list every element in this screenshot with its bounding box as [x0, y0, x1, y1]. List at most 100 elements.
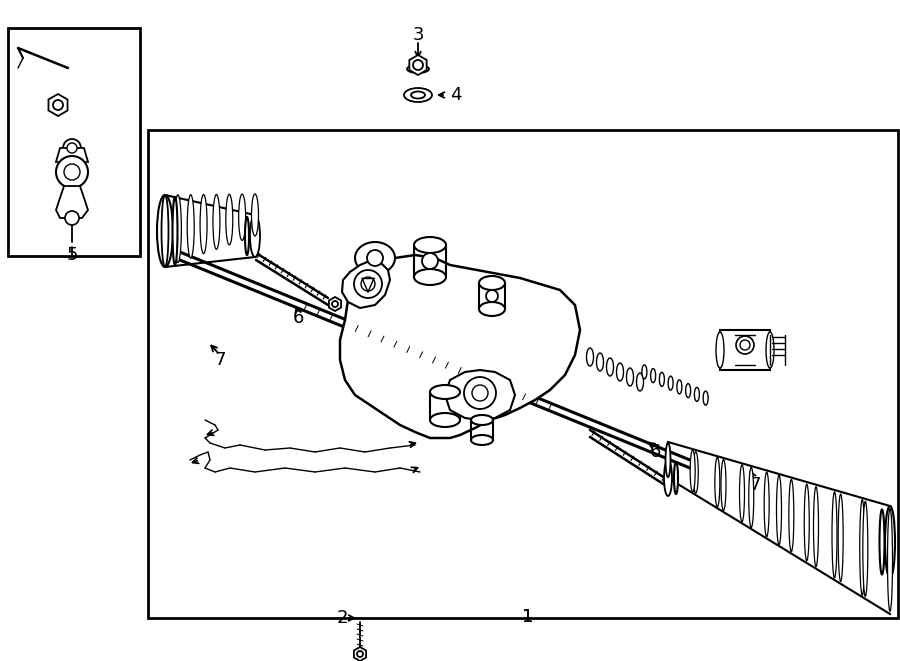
Circle shape [67, 143, 77, 153]
Ellipse shape [660, 372, 664, 387]
Text: 6: 6 [649, 443, 661, 461]
Ellipse shape [407, 65, 429, 73]
Ellipse shape [471, 435, 493, 445]
Circle shape [472, 385, 488, 401]
Ellipse shape [414, 237, 446, 253]
Ellipse shape [721, 459, 726, 510]
Ellipse shape [479, 276, 505, 290]
Ellipse shape [740, 465, 744, 522]
Text: 6: 6 [292, 309, 303, 327]
Ellipse shape [173, 197, 177, 265]
Ellipse shape [887, 509, 893, 611]
Circle shape [53, 100, 63, 110]
Ellipse shape [597, 353, 604, 371]
Ellipse shape [355, 242, 395, 274]
Ellipse shape [616, 363, 624, 381]
Ellipse shape [245, 217, 249, 255]
Polygon shape [328, 297, 341, 311]
Text: 5: 5 [67, 246, 77, 264]
Ellipse shape [879, 510, 885, 574]
Bar [148, 130, 898, 618]
Ellipse shape [651, 369, 655, 383]
Circle shape [361, 277, 375, 291]
Ellipse shape [677, 380, 682, 394]
Circle shape [65, 211, 79, 225]
Circle shape [64, 164, 80, 180]
Ellipse shape [411, 91, 425, 98]
Ellipse shape [690, 450, 695, 492]
Polygon shape [49, 94, 68, 116]
Ellipse shape [838, 494, 843, 582]
Circle shape [354, 270, 382, 298]
Ellipse shape [404, 88, 432, 102]
Polygon shape [445, 370, 515, 420]
Ellipse shape [238, 194, 246, 241]
Polygon shape [56, 148, 88, 162]
Circle shape [63, 139, 81, 157]
Ellipse shape [587, 348, 593, 366]
Text: 7: 7 [749, 476, 760, 494]
Circle shape [464, 377, 496, 409]
Ellipse shape [788, 479, 794, 552]
Polygon shape [56, 186, 88, 218]
Bar [720, 330, 770, 370]
Text: 1: 1 [522, 608, 534, 626]
Text: 3: 3 [412, 26, 424, 44]
Circle shape [413, 60, 423, 70]
Polygon shape [354, 647, 366, 661]
Ellipse shape [157, 195, 173, 267]
Ellipse shape [766, 332, 774, 368]
Ellipse shape [251, 194, 258, 236]
Ellipse shape [814, 486, 818, 566]
Polygon shape [340, 255, 580, 438]
Ellipse shape [668, 376, 673, 390]
Ellipse shape [805, 484, 809, 561]
Ellipse shape [693, 452, 698, 493]
Ellipse shape [226, 194, 233, 245]
Ellipse shape [665, 443, 670, 477]
Ellipse shape [777, 475, 781, 545]
Ellipse shape [175, 195, 182, 262]
Circle shape [56, 156, 88, 188]
Ellipse shape [430, 413, 460, 427]
Text: 1: 1 [522, 608, 534, 626]
Ellipse shape [695, 387, 699, 401]
Ellipse shape [885, 506, 895, 578]
Ellipse shape [860, 500, 865, 596]
Ellipse shape [636, 373, 644, 391]
Ellipse shape [686, 383, 690, 398]
Circle shape [357, 651, 363, 657]
Circle shape [736, 336, 754, 354]
Polygon shape [410, 55, 427, 75]
Ellipse shape [626, 368, 634, 386]
Text: 7: 7 [214, 351, 226, 369]
Circle shape [367, 250, 383, 266]
Polygon shape [342, 260, 390, 308]
Circle shape [332, 301, 338, 307]
Ellipse shape [749, 467, 754, 527]
Ellipse shape [187, 195, 194, 258]
Circle shape [740, 340, 750, 350]
Ellipse shape [715, 457, 720, 507]
Ellipse shape [161, 195, 168, 267]
Ellipse shape [664, 460, 672, 496]
Bar [8, 28, 140, 256]
Ellipse shape [703, 391, 708, 405]
Text: 4: 4 [450, 86, 462, 104]
Circle shape [422, 253, 438, 269]
Ellipse shape [764, 472, 770, 537]
Ellipse shape [642, 365, 647, 379]
Ellipse shape [430, 385, 460, 399]
Ellipse shape [213, 194, 220, 249]
Ellipse shape [674, 462, 678, 494]
Ellipse shape [200, 194, 207, 254]
Ellipse shape [607, 358, 614, 376]
Ellipse shape [414, 269, 446, 285]
Ellipse shape [471, 415, 493, 425]
Ellipse shape [479, 302, 505, 316]
Ellipse shape [716, 332, 724, 368]
Text: 2: 2 [337, 609, 347, 627]
Circle shape [486, 290, 498, 302]
Ellipse shape [832, 492, 837, 578]
Ellipse shape [250, 215, 260, 257]
